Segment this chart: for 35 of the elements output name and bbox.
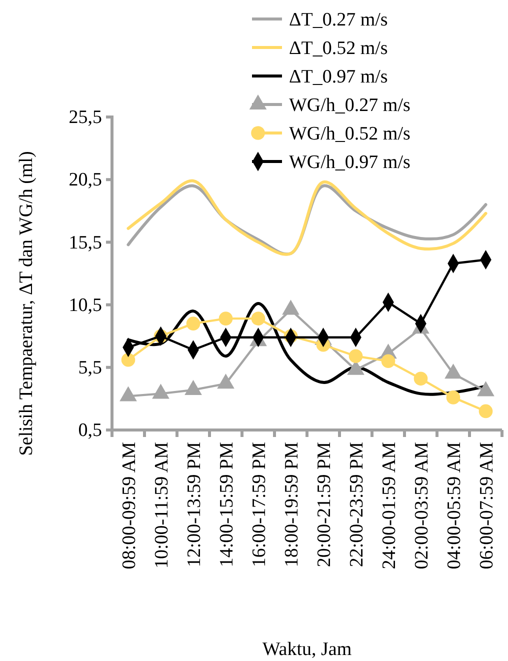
y-tick-label: 5,5 — [78, 357, 102, 378]
point — [186, 316, 200, 330]
x-tick-label: 08:00-09:59 AM — [118, 442, 140, 570]
y-tick-label: 0,5 — [78, 420, 102, 442]
y-tick-label: 10,5 — [68, 294, 102, 316]
x-tick-label: 10:00-11:59 AM — [151, 442, 172, 568]
y-tick-label: 15,5 — [68, 232, 102, 254]
legend-label: WG/h_0.52 m/s — [289, 124, 410, 145]
x-tick-label: 06:00-07:59 AM — [476, 442, 498, 570]
legend-label: WG/h_0.27 m/s — [289, 95, 410, 116]
point — [446, 390, 460, 404]
x-tick-label: 04:00-05:59 AM — [444, 442, 465, 570]
point — [381, 354, 396, 368]
legend-label: ΔT_0.52 m/s — [289, 38, 388, 60]
point — [414, 372, 428, 386]
x-tick-label: 20:00-21:59 PM — [314, 442, 335, 568]
y-tick-label: 25,5 — [68, 107, 102, 128]
x-tick-label: 22:00-23:59 PM — [346, 442, 368, 568]
x-tick-label: 02:00-03:59 AM — [411, 442, 432, 570]
point — [348, 349, 363, 364]
point — [121, 352, 136, 367]
legend-label: WG/h_0.97 m/s — [289, 152, 410, 174]
y-axis-title: Selisih Tempaeratur, ΔT dan WG/h (ml) — [16, 151, 37, 456]
legend-label: ΔT_0.97 m/s — [289, 66, 388, 88]
point — [218, 312, 233, 326]
x-tick-label: 24:00-01:59 AM — [378, 442, 400, 570]
y-tick-label: 20,5 — [68, 170, 102, 191]
x-axis-title: Waktu, Jam — [262, 639, 352, 660]
x-tick-label: 14:00-15:59 PM — [216, 442, 238, 568]
x-tick-label: 18:00-19:59 PM — [281, 442, 302, 568]
point — [478, 404, 493, 418]
x-tick-label: 12:00-13:59 PM — [184, 442, 205, 568]
point — [251, 312, 266, 326]
x-tick-label: 16:00-17:59 PM — [248, 442, 270, 568]
legend-label: ΔT_0.27 m/s — [289, 10, 388, 31]
